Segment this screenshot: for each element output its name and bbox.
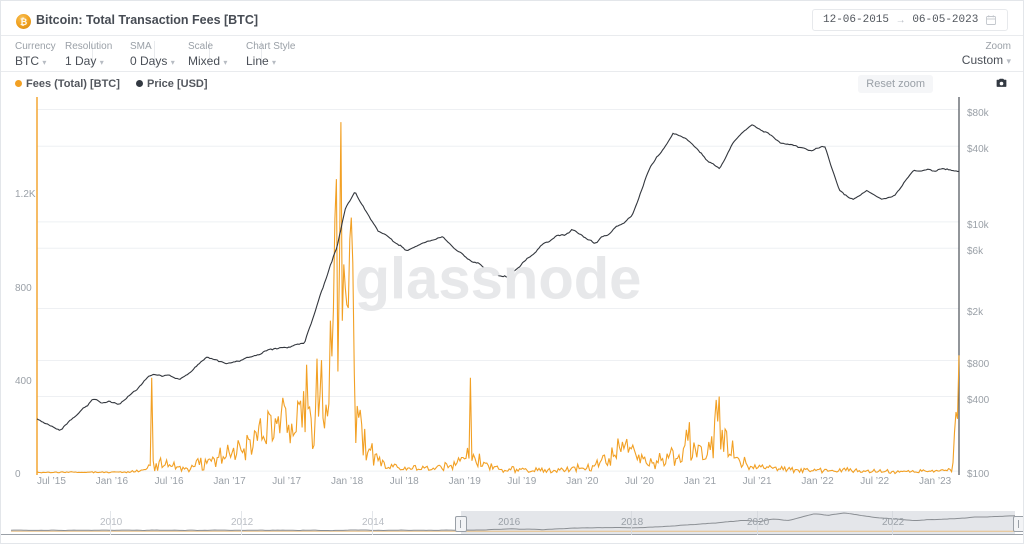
svg-text:₿: ₿ — [20, 17, 27, 27]
